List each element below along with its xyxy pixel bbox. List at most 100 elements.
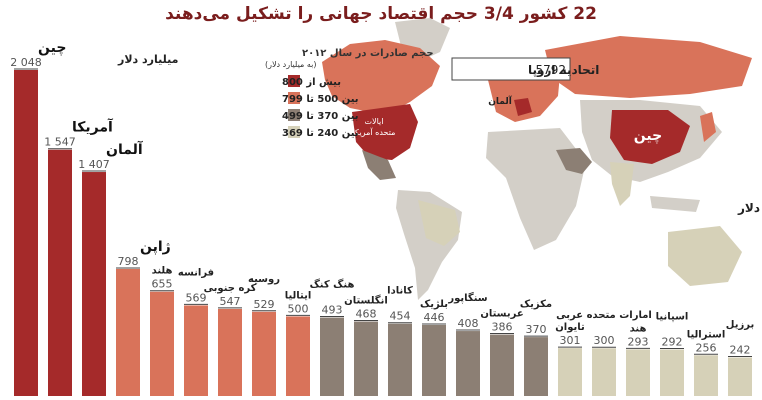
category-label-13: بلژیک bbox=[420, 299, 448, 310]
value-label-5: 655 bbox=[152, 278, 173, 291]
category-label-1: چین bbox=[38, 40, 66, 56]
legend: حجم صادرات در سال ۲۰۱۲ (به میلیارد دلار)… bbox=[265, 48, 434, 139]
category-label-14: سنگاپور bbox=[447, 291, 487, 304]
category-label-5: هلند bbox=[152, 266, 173, 277]
bar-15 bbox=[490, 334, 514, 396]
eu-value: 5792 bbox=[535, 63, 566, 77]
category-label-8: روسیه bbox=[248, 274, 280, 285]
category-label-12: کانادا bbox=[387, 286, 413, 297]
eu-box bbox=[451, 57, 571, 81]
page-title: 22 کشور 3/4 حجم اقتصاد جهانی را تشکیل می… bbox=[165, 4, 597, 24]
bar-11 bbox=[354, 321, 378, 396]
legend-title: حجم صادرات در سال ۲۰۱۲ bbox=[302, 48, 434, 59]
bar-18 bbox=[592, 348, 616, 396]
us-label-1: ایالات bbox=[365, 117, 384, 126]
value-label-19: 293 bbox=[628, 335, 649, 348]
value-label-20: 292 bbox=[662, 336, 683, 349]
value-label-4: 798 bbox=[118, 255, 139, 268]
category-label-15: عربستان bbox=[480, 309, 523, 320]
value-label-13: 446 bbox=[424, 311, 445, 324]
category-label-20: اسپانیا bbox=[656, 312, 689, 323]
category-label-9: ایتالیا bbox=[285, 290, 312, 301]
legend-label-2: بین 500 تا 799 bbox=[282, 94, 359, 105]
category-label-2: آمریکا bbox=[72, 118, 114, 136]
china-map-label: چین bbox=[634, 128, 662, 144]
category-label-19: هند bbox=[630, 323, 647, 334]
bar-19 bbox=[626, 349, 650, 396]
value-label-10: 493 bbox=[322, 304, 343, 317]
bar-2 bbox=[48, 149, 72, 396]
bar-8 bbox=[252, 311, 276, 396]
unit-label: میلیارد دلار bbox=[117, 53, 178, 66]
brazil-shape bbox=[418, 200, 460, 246]
bar-7 bbox=[218, 308, 242, 396]
legend-label-4: بین 240 تا 369 bbox=[282, 128, 359, 139]
indonesia-shape bbox=[650, 196, 700, 212]
eu-label: اتحادیه اروپا bbox=[528, 63, 599, 78]
bar-13 bbox=[422, 325, 446, 396]
value-label-18: 300 bbox=[594, 334, 615, 347]
australia-shape bbox=[668, 226, 742, 286]
value-label-15: 386 bbox=[492, 321, 513, 334]
bar-1 bbox=[14, 70, 38, 396]
saudi-shape bbox=[556, 148, 592, 174]
bar-16 bbox=[524, 337, 548, 396]
bar-9 bbox=[286, 316, 310, 396]
legend-label-3: بین 370 تا 499 bbox=[282, 111, 359, 122]
value-label-17: 301 bbox=[560, 334, 581, 347]
world-map: 5792 اتحادیه اروپا ایالات متحده آمریکا آ… bbox=[322, 18, 762, 300]
value-label-16: 370 bbox=[526, 323, 547, 336]
bar-6 bbox=[184, 305, 208, 396]
russia-shape bbox=[545, 36, 752, 98]
value-label-8: 529 bbox=[254, 298, 275, 311]
germany-shape bbox=[514, 98, 532, 116]
category-label-4: ژاپن bbox=[140, 239, 171, 255]
bar-20 bbox=[660, 349, 684, 396]
legend-swatch-1 bbox=[288, 75, 300, 87]
legend-subtitle: (به میلیارد دلار) bbox=[265, 60, 316, 69]
legend-swatch-3 bbox=[288, 109, 300, 121]
total-label: حجم کل: 18.323 میلیارد دلار bbox=[737, 201, 762, 215]
usa-shape bbox=[352, 104, 418, 160]
mexico-shape bbox=[362, 150, 396, 180]
bar-21 bbox=[694, 355, 718, 396]
category-label-11: انگلستان bbox=[344, 294, 388, 307]
bar-3 bbox=[82, 172, 106, 396]
africa-shape bbox=[486, 128, 586, 250]
bar-10 bbox=[320, 317, 344, 396]
bar-14 bbox=[456, 331, 480, 396]
legend-swatch-2 bbox=[288, 92, 300, 104]
bar-12 bbox=[388, 323, 412, 396]
bar-4 bbox=[116, 268, 140, 396]
value-label-2: 1 547 bbox=[44, 136, 76, 149]
bar-5 bbox=[150, 291, 174, 396]
value-label-7: 547 bbox=[220, 295, 241, 308]
category-label-18: امارات متحده عربی bbox=[556, 310, 652, 321]
canada-shape bbox=[322, 40, 440, 112]
value-label-6: 569 bbox=[186, 291, 207, 304]
europe-shape bbox=[488, 68, 560, 122]
bar-17 bbox=[558, 348, 582, 396]
japan-shape bbox=[700, 112, 716, 142]
value-label-1: 2 048 bbox=[10, 56, 42, 69]
category-label-10: هنگ کنگ bbox=[310, 279, 355, 291]
legend-swatch-4 bbox=[288, 126, 300, 138]
category-label-16: مکزیک bbox=[520, 299, 552, 310]
us-label-2: متحده آمریکا bbox=[353, 127, 396, 137]
value-label-9: 500 bbox=[288, 302, 309, 315]
germany-map-label: آلمان bbox=[488, 95, 512, 107]
category-label-7: کره جنوبی bbox=[204, 283, 257, 294]
value-label-14: 408 bbox=[458, 317, 479, 330]
category-label-17: تایوان bbox=[555, 322, 585, 333]
category-label-3: آلمان bbox=[106, 140, 144, 158]
legend-label-1: بیش از 800 bbox=[282, 77, 341, 88]
category-label-21: استرالیا bbox=[687, 329, 726, 340]
category-label-22: برزیل bbox=[726, 319, 754, 330]
category-label-6: فرانسه bbox=[178, 267, 214, 278]
value-label-11: 468 bbox=[356, 308, 377, 321]
china-shape bbox=[610, 110, 690, 164]
value-label-21: 256 bbox=[696, 341, 717, 354]
